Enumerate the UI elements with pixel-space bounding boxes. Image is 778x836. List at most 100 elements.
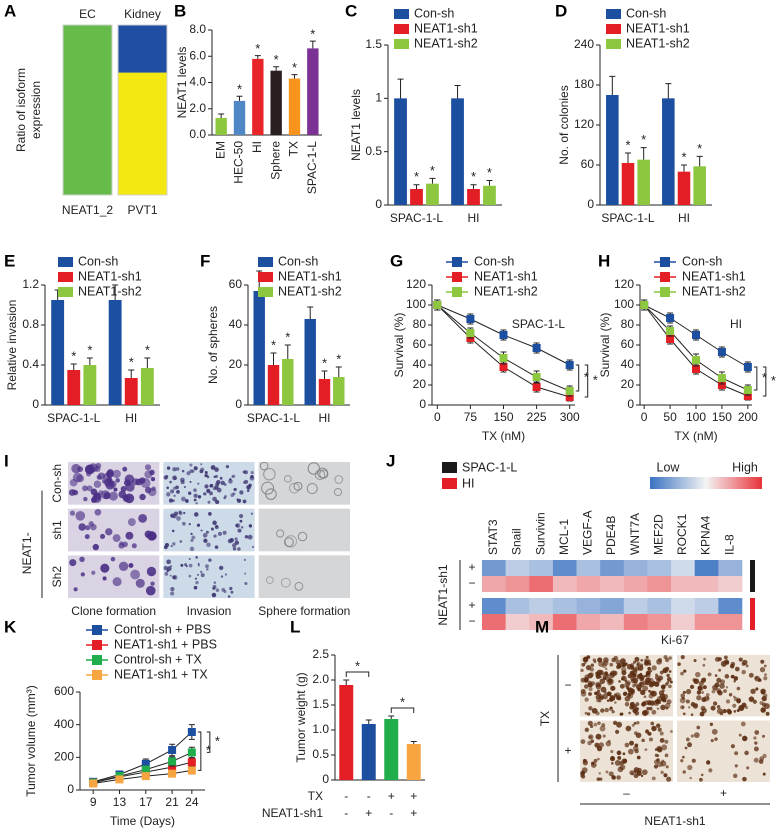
texture: [696, 725, 701, 730]
column-label: Invasion: [187, 604, 232, 618]
texture: [217, 531, 222, 536]
texture: [654, 753, 659, 757]
texture: [86, 485, 93, 492]
y-tick-label: 60: [413, 337, 427, 351]
texture: [733, 710, 737, 713]
texture: [680, 671, 684, 676]
bar: [270, 70, 282, 135]
texture: [696, 690, 702, 695]
point: [565, 393, 574, 401]
texture: [145, 585, 156, 596]
texture: [616, 775, 621, 780]
significance-bracket: [197, 731, 202, 771]
texture: [591, 707, 598, 714]
x-tick-label: EM: [213, 141, 227, 159]
texture: [246, 484, 251, 490]
legend-swatch: [92, 640, 102, 650]
texture: [206, 488, 211, 493]
texture: [213, 475, 216, 479]
y-axis-label: Tumor weight (g): [294, 672, 308, 762]
column-label: IL-8: [722, 534, 736, 555]
significance-mark: *: [322, 355, 327, 370]
heat-cell: [505, 560, 530, 576]
legend-swatch: [58, 272, 73, 282]
texture: [703, 657, 707, 661]
texture: [645, 655, 649, 659]
texture: [597, 682, 602, 687]
color-scale: [650, 477, 762, 489]
y-tick-label: 80: [621, 317, 635, 331]
texture: [649, 669, 653, 673]
texture: [609, 756, 616, 762]
significance-mark: *: [87, 342, 92, 357]
texture: [651, 725, 657, 732]
error-bar: [470, 184, 477, 189]
texture: [196, 573, 199, 576]
x-axis-label: Time (Days): [110, 814, 175, 828]
heat-cell: [529, 560, 554, 576]
texture: [622, 758, 628, 764]
x-tick-label: 150: [712, 410, 732, 424]
column-label: Sphere formation: [258, 604, 350, 618]
y-axis-label: NEAT1 levels: [349, 89, 363, 161]
significance-mark: *: [237, 82, 242, 97]
texture: [599, 725, 606, 732]
y-axis-label: Survival (%): [392, 313, 406, 378]
texture: [595, 733, 602, 740]
texture: [215, 524, 219, 528]
texture: [261, 481, 275, 495]
texture: [702, 685, 707, 690]
significance-bracket: [390, 707, 415, 713]
texture: [734, 666, 740, 672]
texture: [643, 695, 647, 699]
x-label: PVT1: [127, 203, 157, 217]
bar-segment: [118, 25, 167, 73]
legend-swatch: [606, 24, 621, 34]
heat-cell: [647, 598, 672, 614]
texture: [104, 478, 113, 487]
texture: [219, 476, 223, 479]
error-bar: [681, 164, 687, 172]
texture: [188, 522, 191, 526]
texture: [654, 681, 660, 687]
heat-cell: [694, 560, 719, 576]
y-tick-label: 0: [235, 397, 242, 411]
legend-swatch: [452, 272, 462, 282]
row-label: sh1: [50, 520, 64, 540]
texture: [615, 694, 622, 701]
x-tick-label: 150: [493, 410, 513, 424]
significance-mark: *: [697, 141, 702, 156]
texture: [719, 711, 724, 716]
texture: [246, 489, 250, 493]
texture: [628, 711, 631, 715]
texture: [633, 773, 639, 779]
texture: [753, 746, 759, 752]
texture: [306, 482, 318, 495]
legend-swatch: [452, 257, 462, 267]
texture: [165, 474, 169, 478]
texture: [195, 581, 199, 585]
texture: [639, 682, 643, 686]
heat-cell: [600, 614, 625, 630]
error-bar: [144, 357, 151, 368]
texture: [691, 758, 696, 763]
heat-cell: [529, 614, 554, 630]
texture: [214, 499, 220, 505]
texture: [706, 696, 710, 700]
point: [168, 769, 177, 778]
texture: [581, 767, 588, 774]
heat-cell: [552, 614, 577, 630]
texture: [604, 707, 609, 713]
texture: [647, 701, 652, 706]
texture: [181, 496, 186, 502]
heat-cell: [718, 560, 743, 576]
panel-letter: B: [174, 1, 186, 20]
texture: [640, 658, 644, 662]
texture: [223, 494, 228, 498]
panel-letter: A: [4, 1, 16, 20]
texture: [607, 739, 611, 743]
texture: [102, 479, 107, 484]
significance-mark: *: [641, 132, 646, 147]
texture: [660, 770, 664, 775]
heat-cell: [718, 576, 743, 592]
